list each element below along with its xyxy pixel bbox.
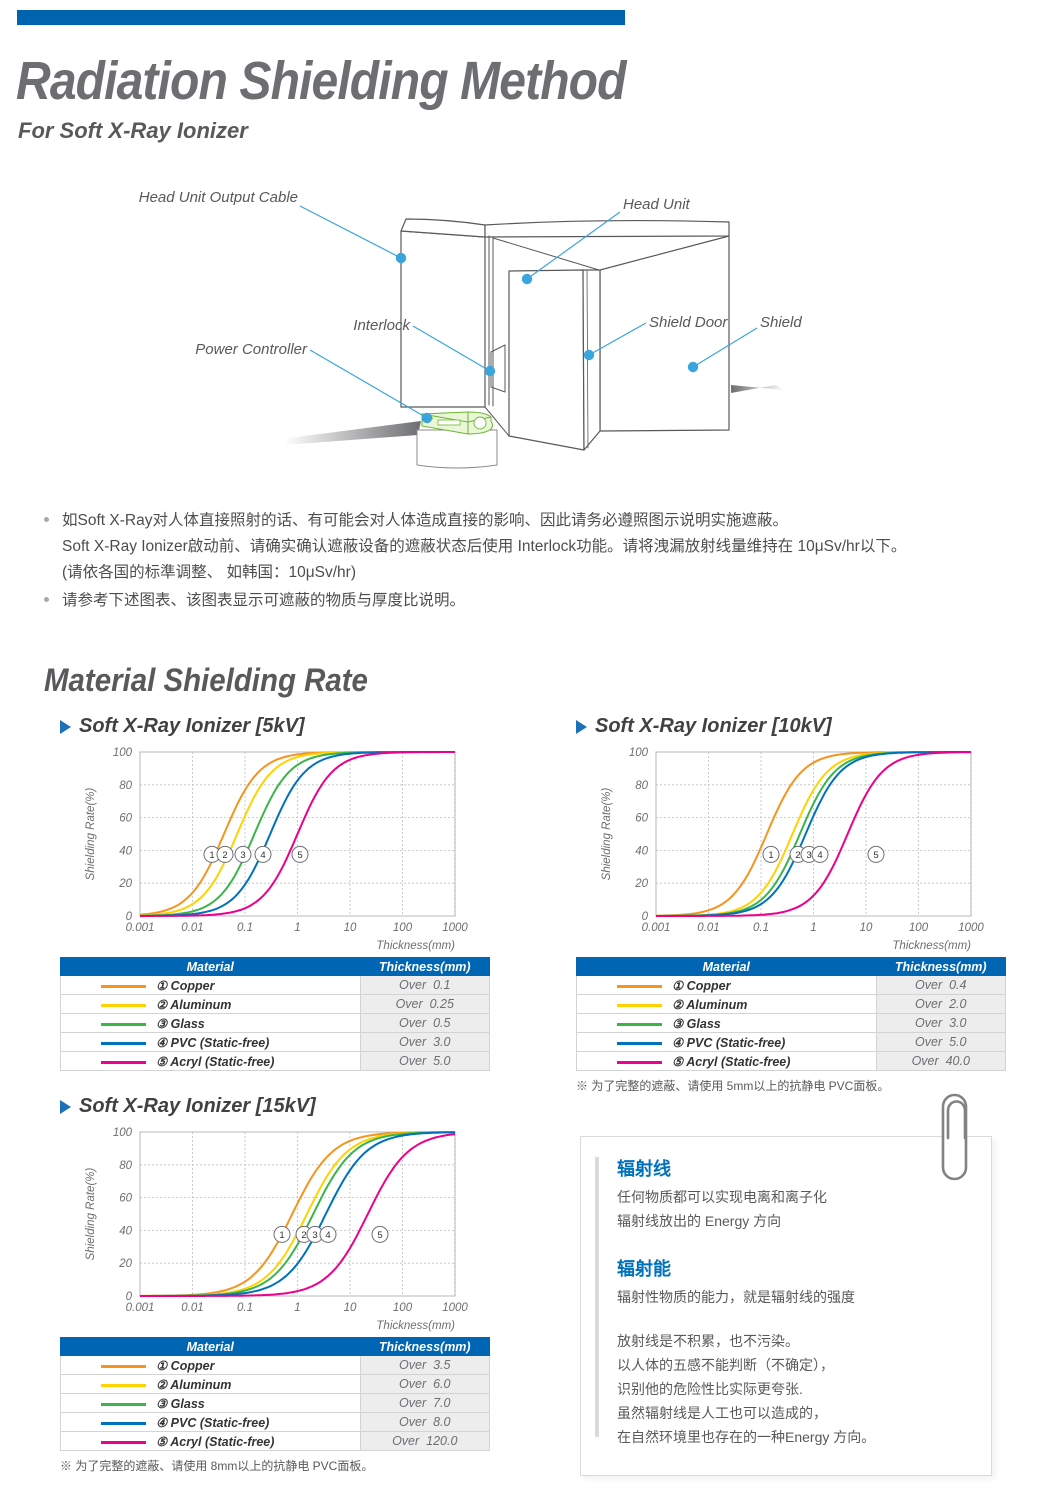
svg-text:1000: 1000 bbox=[958, 922, 984, 934]
svg-text:40: 40 bbox=[119, 1225, 132, 1237]
svg-text:40: 40 bbox=[119, 845, 132, 857]
svg-text:Head Unit: Head Unit bbox=[623, 196, 691, 213]
svg-text:100: 100 bbox=[909, 922, 929, 934]
svg-text:1: 1 bbox=[768, 850, 773, 861]
svg-text:3: 3 bbox=[240, 850, 245, 861]
svg-text:10: 10 bbox=[860, 922, 873, 934]
svg-text:100: 100 bbox=[113, 747, 133, 759]
svg-text:2: 2 bbox=[301, 1230, 306, 1241]
svg-text:40: 40 bbox=[635, 845, 648, 857]
svg-text:Head Unit Output Cable: Head Unit Output Cable bbox=[139, 189, 298, 206]
svg-text:1: 1 bbox=[810, 922, 816, 934]
svg-text:0.1: 0.1 bbox=[237, 922, 253, 934]
svg-text:3: 3 bbox=[312, 1230, 317, 1241]
svg-text:4: 4 bbox=[817, 850, 822, 861]
svg-text:20: 20 bbox=[118, 1258, 132, 1270]
svg-text:80: 80 bbox=[119, 780, 132, 792]
svg-text:Shielding Rate(%): Shielding Rate(%) bbox=[85, 1167, 97, 1260]
svg-text:Interlock: Interlock bbox=[353, 317, 411, 334]
svg-text:20: 20 bbox=[118, 878, 132, 890]
svg-text:0.001: 0.001 bbox=[642, 922, 671, 934]
svg-text:0.001: 0.001 bbox=[126, 922, 155, 934]
svg-text:20: 20 bbox=[634, 878, 648, 890]
svg-text:Shielding Rate(%): Shielding Rate(%) bbox=[85, 787, 97, 880]
svg-text:0.01: 0.01 bbox=[181, 1302, 203, 1314]
svg-text:4: 4 bbox=[325, 1230, 330, 1241]
svg-text:100: 100 bbox=[113, 1127, 133, 1139]
svg-text:1: 1 bbox=[279, 1230, 284, 1241]
svg-text:5: 5 bbox=[297, 850, 302, 861]
svg-text:2: 2 bbox=[795, 850, 800, 861]
svg-text:1: 1 bbox=[209, 850, 214, 861]
svg-text:10: 10 bbox=[344, 1302, 357, 1314]
svg-text:60: 60 bbox=[635, 813, 648, 825]
svg-text:60: 60 bbox=[119, 1193, 132, 1205]
svg-text:Shield Door: Shield Door bbox=[649, 314, 728, 331]
svg-text:Shield: Shield bbox=[760, 314, 802, 331]
svg-text:5: 5 bbox=[873, 850, 878, 861]
svg-text:Thickness(mm): Thickness(mm) bbox=[376, 1320, 455, 1332]
svg-text:0.1: 0.1 bbox=[237, 1302, 253, 1314]
svg-text:80: 80 bbox=[119, 1160, 132, 1172]
svg-text:1000: 1000 bbox=[442, 1302, 468, 1314]
svg-text:0.01: 0.01 bbox=[181, 922, 203, 934]
svg-text:0.1: 0.1 bbox=[753, 922, 769, 934]
svg-text:10: 10 bbox=[344, 922, 357, 934]
svg-text:1000: 1000 bbox=[442, 922, 468, 934]
svg-text:Power Controller: Power Controller bbox=[195, 341, 308, 358]
svg-text:Shielding Rate(%): Shielding Rate(%) bbox=[601, 787, 613, 880]
svg-text:60: 60 bbox=[119, 813, 132, 825]
svg-text:100: 100 bbox=[393, 1302, 413, 1314]
svg-text:1: 1 bbox=[294, 922, 300, 934]
svg-text:5: 5 bbox=[377, 1230, 382, 1241]
svg-text:2: 2 bbox=[222, 850, 227, 861]
svg-text:0.001: 0.001 bbox=[126, 1302, 155, 1314]
svg-text:100: 100 bbox=[393, 922, 413, 934]
svg-text:3: 3 bbox=[806, 850, 811, 861]
svg-text:0.01: 0.01 bbox=[697, 922, 719, 934]
svg-text:80: 80 bbox=[635, 780, 648, 792]
svg-text:Thickness(mm): Thickness(mm) bbox=[376, 940, 455, 952]
svg-text:Thickness(mm): Thickness(mm) bbox=[892, 940, 971, 952]
svg-text:4: 4 bbox=[260, 850, 265, 861]
svg-text:1: 1 bbox=[294, 1302, 300, 1314]
svg-text:100: 100 bbox=[629, 747, 649, 759]
